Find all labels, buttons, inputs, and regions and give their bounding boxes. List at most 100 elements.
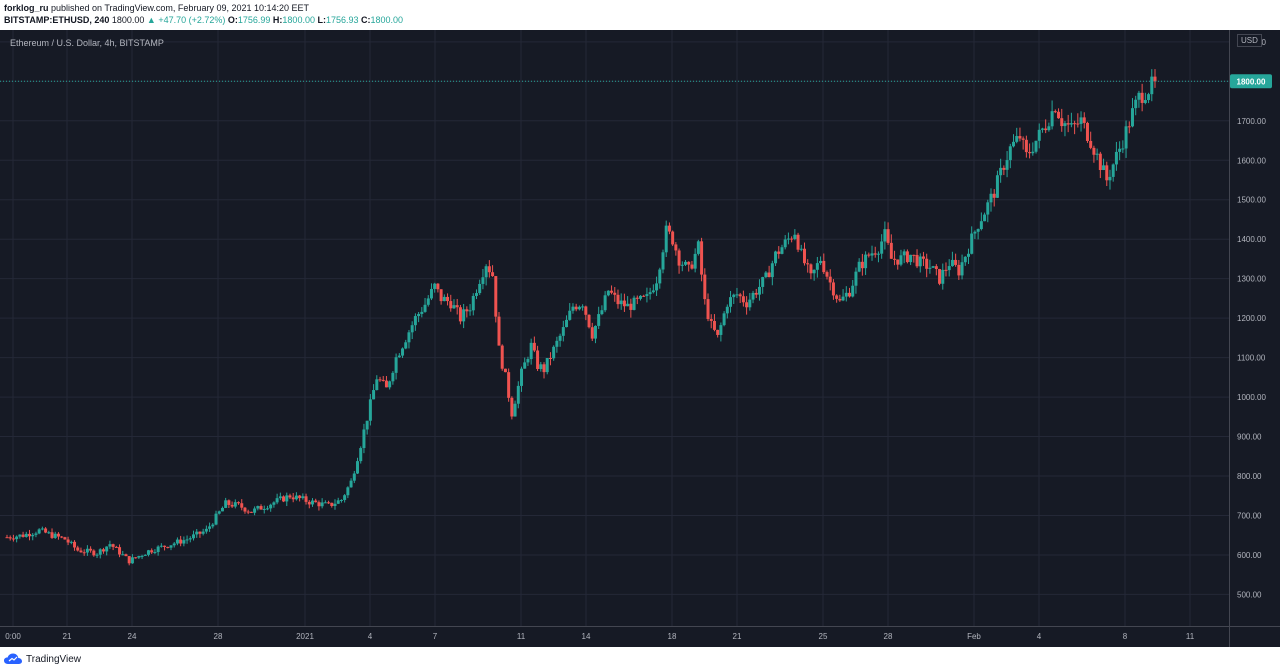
candle-body (179, 539, 183, 544)
candle-body (63, 537, 67, 540)
chart-title: Ethereum / U.S. Dollar, 4h, BITSTAMP (10, 38, 164, 48)
candle-body (15, 536, 19, 540)
candle-body (1024, 139, 1028, 153)
candle-body (1118, 148, 1122, 152)
candle-body (1140, 92, 1144, 103)
candle-body (516, 385, 520, 404)
candle-body (790, 238, 794, 240)
candle-body (626, 303, 630, 307)
candle-body (95, 554, 99, 556)
candle-body (378, 379, 382, 381)
candle-body (1069, 123, 1073, 125)
candle-body (786, 238, 790, 240)
candle-body (774, 251, 778, 264)
x-tick-label: 11 (1186, 632, 1195, 641)
candle-body (793, 234, 797, 239)
candle-body (841, 296, 845, 301)
candle-body (529, 342, 533, 360)
candle-body (1082, 117, 1086, 123)
header: forklog_ru published on TradingView.com,… (0, 0, 1280, 30)
candle-body (957, 264, 961, 276)
candle-body (111, 544, 115, 547)
candle-body (60, 536, 64, 538)
last-price-badge (1230, 74, 1272, 89)
candle-body (642, 295, 646, 297)
x-tick-label: 4 (1037, 632, 1042, 641)
candle-body (1040, 128, 1044, 130)
publisher-line: forklog_ru published on TradingView.com,… (4, 3, 309, 13)
candle-body (92, 550, 96, 556)
currency-badge[interactable]: USD (1237, 34, 1262, 47)
y-tick-label: 1200.00 (1237, 314, 1266, 323)
candle-body (1066, 123, 1070, 125)
candle-body (722, 313, 726, 326)
candle-body (645, 294, 649, 296)
candle-body (677, 250, 681, 266)
candle-body (153, 552, 157, 554)
candlestick-chart[interactable]: 500.00600.00700.00800.00900.001000.00110… (0, 30, 1280, 647)
candle-body (558, 335, 562, 341)
candle-body (1079, 117, 1083, 124)
candle-body (455, 305, 459, 308)
candle-body (1008, 146, 1012, 161)
candle-body (886, 229, 890, 243)
candle-body (1005, 160, 1009, 170)
candle-body (368, 399, 372, 421)
candle-body (552, 346, 556, 359)
candle-body (404, 342, 408, 349)
published-info: published on TradingView.com, February 0… (48, 3, 310, 13)
candle-body (401, 348, 405, 356)
candle-body (992, 193, 996, 198)
candle-body (854, 271, 858, 286)
candle-body (298, 495, 302, 499)
candle-body (696, 241, 700, 254)
candle-body (912, 254, 916, 256)
candle-body (1124, 126, 1128, 149)
candle-body (925, 258, 929, 269)
candle-body (571, 306, 575, 311)
candle-body (857, 261, 861, 272)
candle-body (931, 266, 935, 268)
candle-body (108, 544, 112, 547)
symbol-label: BITSTAMP:ETHUSD, 240 (4, 15, 110, 25)
candle-body (423, 304, 427, 312)
candle-body (1053, 111, 1057, 113)
candle-body (1108, 176, 1112, 181)
candle-body (1018, 136, 1022, 139)
tradingview-logo[interactable]: TradingView (4, 652, 81, 666)
candle-body (1121, 148, 1125, 150)
candle-body (983, 214, 987, 222)
candle-body (1021, 138, 1025, 140)
candle-body (944, 269, 948, 271)
candle-body (658, 269, 662, 284)
candle-body (574, 306, 578, 310)
candle-body (1034, 140, 1038, 152)
candle-body (954, 259, 958, 265)
candle-body (497, 316, 501, 346)
candle-body (577, 306, 581, 310)
candle-body (1102, 165, 1106, 171)
candle-body (259, 506, 263, 510)
candle-body (918, 256, 922, 267)
candle-body (1012, 141, 1016, 147)
candle-body (590, 327, 594, 339)
price-change: ▲ +47.70 (+2.72%) (146, 15, 226, 25)
candle-body (214, 513, 218, 525)
author-name[interactable]: forklog_ru (4, 3, 49, 13)
x-tick-label: 25 (819, 632, 828, 641)
candle-body (613, 292, 617, 295)
candle-body (34, 533, 38, 535)
candle-body (185, 539, 189, 541)
y-tick-label: 1700.00 (1237, 117, 1266, 126)
candle-body (294, 495, 298, 500)
candle-body (950, 259, 954, 267)
chart-area[interactable]: 500.00 600.00 700.00 800.00 900.00 1000.00 110… (0, 30, 1280, 647)
open-key: O: (225, 15, 238, 25)
candle-body (1092, 147, 1096, 155)
candle-body (397, 355, 401, 358)
candle-body (928, 267, 932, 269)
candle-body (635, 297, 639, 299)
candle-body (819, 260, 823, 264)
candle-body (867, 254, 871, 256)
candle-body (82, 552, 86, 554)
